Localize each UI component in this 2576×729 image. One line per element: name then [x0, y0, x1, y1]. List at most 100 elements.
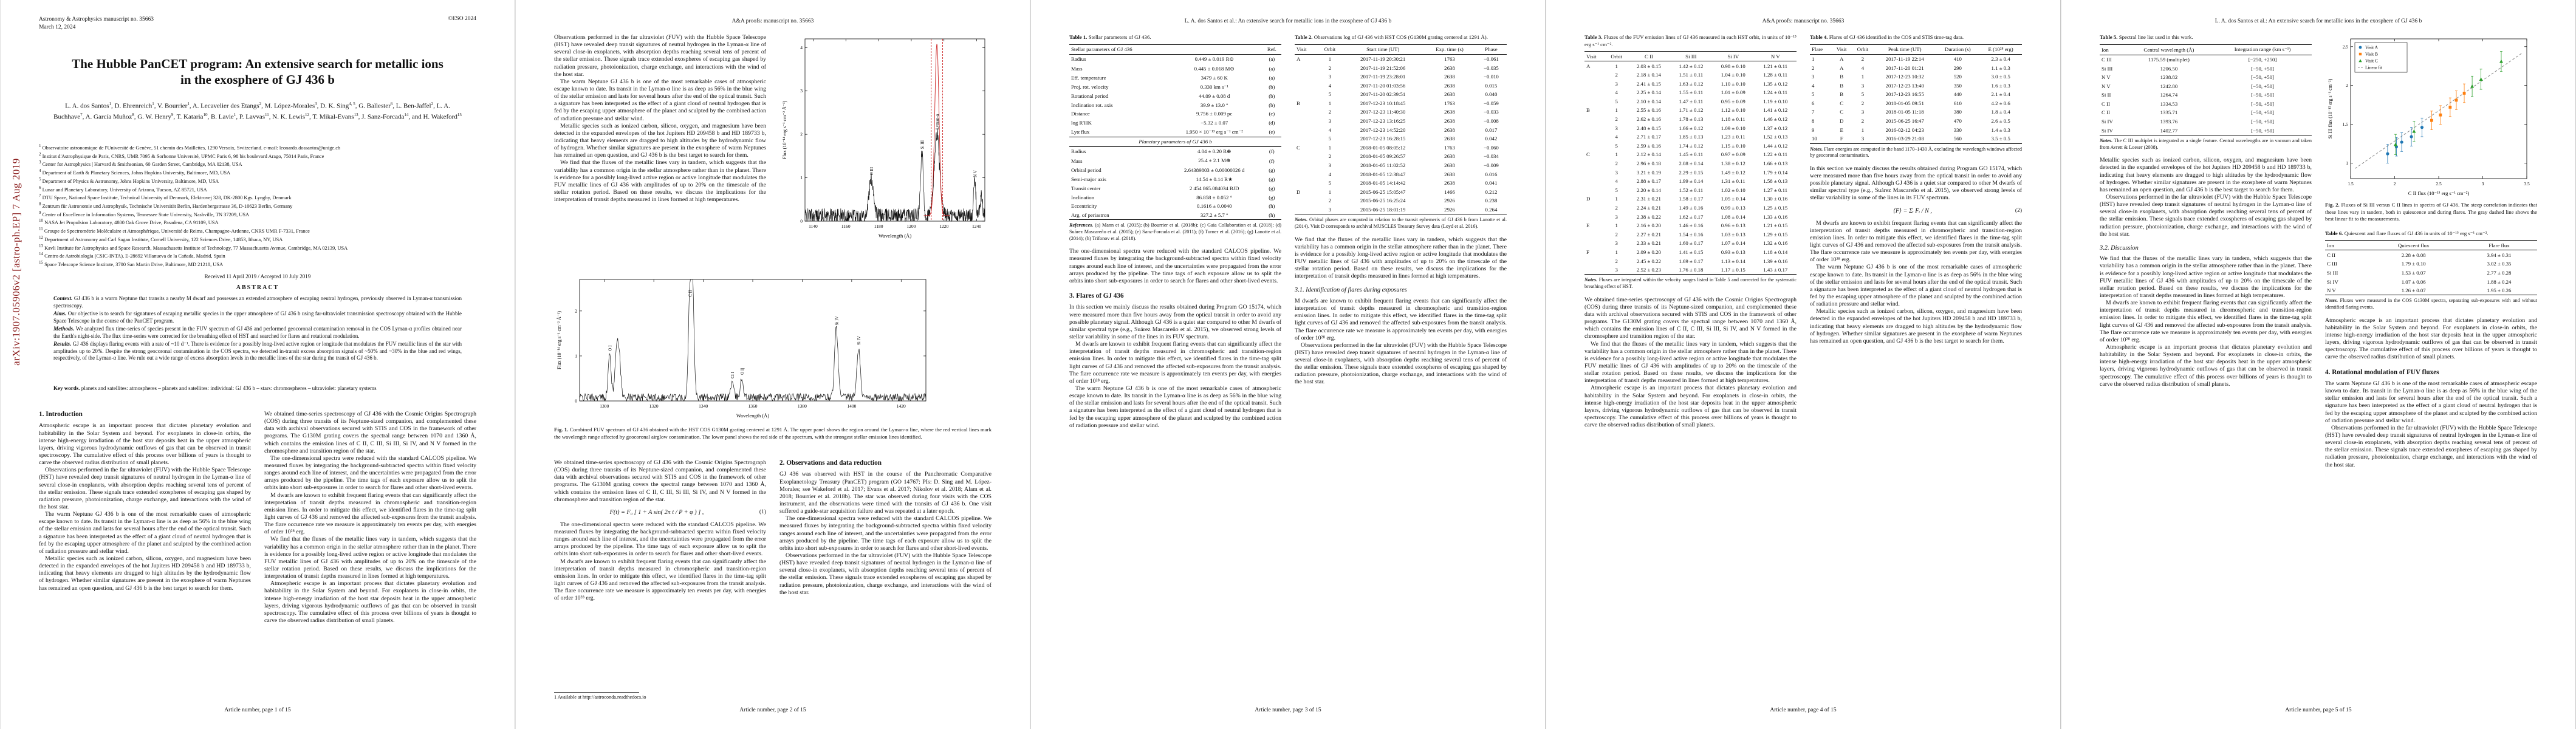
svg-text:1380: 1380 [798, 403, 807, 409]
table-row: Proj. rot. velocity 0.330 km s⁻¹ (b) [1071, 83, 1275, 91]
svg-text:C II flux (10⁻¹⁵ erg s⁻¹ cm⁻²): C II flux (10⁻¹⁵ erg s⁻¹ cm⁻²) [2408, 190, 2470, 196]
paragraph: Observations performed in the far ultrav… [39, 467, 251, 510]
svg-text:Si IV: Si IV [857, 336, 862, 345]
upper-columns: Observations performed in the far ultrav… [554, 34, 992, 265]
affiliation-item: 5 Department of Physics & Astronomy, Joh… [39, 176, 219, 184]
svg-text:0: 0 [575, 399, 577, 404]
table-row: C III 1175.59 (multiplet) [−250, +250] [2102, 56, 2277, 63]
paragraph: Metallic species such as ionized carbon,… [554, 122, 766, 159]
svg-text:O I]: O I] [740, 368, 745, 374]
table-header-row: Stellar parameters of GJ 436 Ref. [1069, 44, 1281, 55]
paragraph: Atmospheric escape is an important proce… [264, 580, 476, 624]
paragraph: M dwarfs are known to exhibit frequent f… [2100, 299, 2312, 343]
paragraph: M dwarfs are known to exhibit frequent f… [554, 558, 766, 602]
paragraph: GJ 436 was observed with HST in the cour… [779, 471, 992, 515]
table-row: E 1 2.16 ± 0.20 1.46 ± 0.16 0.96 ± 0.13 1.21 … [1586, 222, 1788, 229]
table4-notes: Notes. Flare energies are computed in th… [1810, 146, 2022, 159]
affiliations: 1 Observatoire astronomique de l'Univers… [39, 143, 476, 269]
paragraph: Atmospheric escape is an important proce… [2325, 317, 2537, 361]
table-row: 5 2018-01-05 14:14:42 2638 0.041 [1328, 180, 1498, 187]
table-line-fluxes: Visit Orbit C II Si III Si IV N V A 1 2.03 ± 0.1… [1584, 51, 1797, 275]
paragraph: Metallic species such as ionized carbon,… [2100, 157, 2312, 193]
paragraph: We find that the fluxes of the metallic … [1584, 340, 1797, 385]
column-right: Table 4. Flares of GJ 436 identified in … [1810, 34, 2022, 697]
table-row: 2 A 4 2017-11-20 01:21 290 1.1 ± 0.3 [1812, 64, 2010, 71]
paragraph: M dwarfs are known to exhibit frequent f… [1069, 341, 1281, 385]
paragraph: The one-dimensional spectra were reduced… [554, 521, 766, 558]
table-row: 2 2017-12-23 11:40:30 2638 −0.033 [1328, 109, 1499, 115]
table-row: 4 2.71 ± 0.17 1.85 ± 0.13 1.23 ± 0.11 1.52 ±… [1615, 134, 1788, 140]
affiliation-item: 1 Observatoire astronomique de l'Univers… [39, 143, 341, 151]
paragraph: The one-dimensional spectra were reduced… [264, 454, 476, 491]
paragraph: The warm Neptune GJ 436 b is one of the … [39, 511, 251, 555]
column-left: Observations performed in the far ultrav… [554, 34, 766, 265]
svg-text:1.5: 1.5 [2348, 181, 2354, 187]
svg-text:1: 1 [2346, 160, 2348, 166]
table-row: D 1 2.31 ± 0.21 1.58 ± 0.17 1.05 ± 0.14 1.30 … [1586, 196, 1788, 202]
table-row: 3 2.52 ± 0.23 1.76 ± 0.18 1.17 ± 0.15 1.43 ±… [1615, 267, 1788, 273]
table-row: 2 2.62 ± 0.16 1.78 ± 0.13 1.18 ± 0.11 1.46 ±… [1615, 116, 1788, 123]
fig1-wide-panel-wrap: 1300 1320 1340 1360 1380 1400 1420 0 1 2 Wavelengt… [554, 275, 931, 420]
table-row: 3 2.48 ± 0.15 1.66 ± 0.12 1.09 ± 0.10 1.37 ±… [1615, 125, 1788, 131]
svg-text:2: 2 [2394, 181, 2396, 187]
paragraph: M dwarfs are known to exhibit frequent f… [1295, 297, 1507, 341]
abstract: Context. GJ 436 b is a warm Neptune that… [53, 295, 462, 363]
section-heading-introduction: 1. Introduction [39, 411, 83, 418]
table6-caption: Table 6. Quiescent and flare fluxes of G… [2325, 230, 2489, 236]
column-left: 1. Introduction Atmospheric escape is an… [39, 411, 251, 695]
table2-caption: Table 2. Observations log of GJ 436 with… [1295, 34, 1488, 40]
svg-text:Visit C: Visit C [2365, 58, 2378, 64]
paragraph: The warm Neptune GJ 436 b is one of the … [1069, 385, 1281, 429]
paragraph: Atmospheric escape is an important proce… [39, 422, 251, 467]
table-header-row: Visit Orbit Start time (UT) Exp. time (s) Ph… [1295, 44, 1507, 55]
table-row: 10 F 3 2016-03-29 21:08 560 3.5 ± 0.5 [1812, 135, 2010, 142]
table-header-row: Ion Quiescent flux Flare flux [2325, 240, 2537, 251]
table-row: C II 1334.53 [−50, +50] [2102, 100, 2274, 107]
svg-text:1300: 1300 [600, 403, 609, 409]
svg-text:1.5: 1.5 [2343, 122, 2349, 127]
svg-text:C III: C III [869, 166, 874, 175]
table-row: N V 1238.82 [−50, +50] [2102, 74, 2274, 81]
table-subheader-row: Planetary parameters of GJ 436 b [1069, 136, 1281, 147]
table-row: log R′HK −5.32 ± 0.07 (d) [1071, 120, 1275, 126]
table-row: 2 2.18 ± 0.14 1.51 ± 0.11 1.04 ± 0.10 1.28 ±… [1615, 72, 1788, 78]
table3-notes: Notes. Fluxes are integrated within the … [1584, 277, 1797, 290]
svg-text:Cl I: Cl I [730, 371, 735, 378]
table-row: 4 2018-01-05 12:38:47 2638 0.016 [1328, 171, 1498, 177]
table-row: Mass 0.445 ± 0.018 M⊙ (a) [1071, 65, 1275, 72]
affiliation-item: 9 Center of Excellence in Information Sy… [39, 210, 250, 217]
authors-line: L. A. dos Santos1, D. Ehrenreich1, V. Bo… [53, 101, 462, 121]
received-accepted: Received 11 April 2019 / Accepted 10 Jul… [204, 273, 311, 279]
paragraph: Observations performed in the far ultrav… [2325, 424, 2537, 468]
affiliation-item: 14 Centro de Astrobiología (CSIC-INTA), … [39, 252, 225, 259]
svg-text:1220: 1220 [939, 224, 948, 229]
svg-text:Visit B: Visit B [2365, 52, 2378, 57]
table-row: 5 B 5 2017-12-23 16:55 440 2.1 ± 0.4 [1812, 91, 2010, 98]
table-row: Eccentricity 0.1616 ± 0.0040 (h) [1071, 203, 1275, 210]
svg-text:1: 1 [575, 353, 577, 358]
table-row: 3 2018-01-05 11:02:52 2638 −0.009 [1328, 162, 1499, 169]
svg-text:C II: C II [688, 290, 693, 297]
column-right: 1.5 2 2.5 3 3.5 1 1.5 2 2.5 C II flux (10⁻¹⁵ erg … [2325, 34, 2537, 697]
table-row: 4 B 3 2017-12-23 13:40 350 1.6 ± 0.3 [1812, 82, 2010, 89]
equation: F(t) = F₀ [ 1 + A sin( 2π t / P + φ ) ] … [609, 508, 766, 516]
svg-text:Si III flux (10⁻¹⁵ erg s⁻¹ cm⁻: Si III flux (10⁻¹⁵ erg s⁻¹ cm⁻²) [2328, 78, 2333, 139]
page-footer: Article number, page 4 of 15 [1770, 707, 1837, 713]
page-footer: Article number, page 5 of 15 [2285, 707, 2352, 713]
section-heading-flares: 3. Flares of GJ 436 [1069, 292, 1124, 299]
table-row: 5 2.10 ± 0.14 1.47 ± 0.11 0.95 ± 0.09 1.19 ±… [1615, 98, 1788, 104]
table-row: 3 2017-11-19 23:28:01 2638 −0.010 [1328, 74, 1499, 80]
table-quiescent-flare-fluxes: Ion Quiescent flux Flare flux C II 2.28 ± 0.… [2325, 240, 2537, 296]
table-row: Inclination 86.858 ± 0.052 ° (g) [1071, 194, 1275, 200]
table-row: 6 C 2 2018-01-05 09:51 610 4.2 ± 0.6 [1812, 100, 2010, 106]
column-left: We obtained time-series spectroscopy of … [554, 459, 766, 666]
table-row: B 1 2017-12-23 10:18:45 1763 −0.059 [1297, 100, 1499, 106]
abstract-methods: Methods. We analyzed flux time-series of… [53, 326, 462, 339]
svg-text:Linear fit: Linear fit [2365, 65, 2383, 70]
table-row: Radius 4.04 ± 0.20 R⊕ (f) [1071, 148, 1275, 155]
svg-text:Visit A: Visit A [2365, 45, 2379, 50]
table-row: Arg. of periastron 327.2 ± 5.7 ° (h) [1071, 212, 1275, 218]
table-row: F 1 2.09 ± 0.20 1.41 ± 0.15 0.93 ± 0.13 1.18 … [1586, 248, 1788, 255]
